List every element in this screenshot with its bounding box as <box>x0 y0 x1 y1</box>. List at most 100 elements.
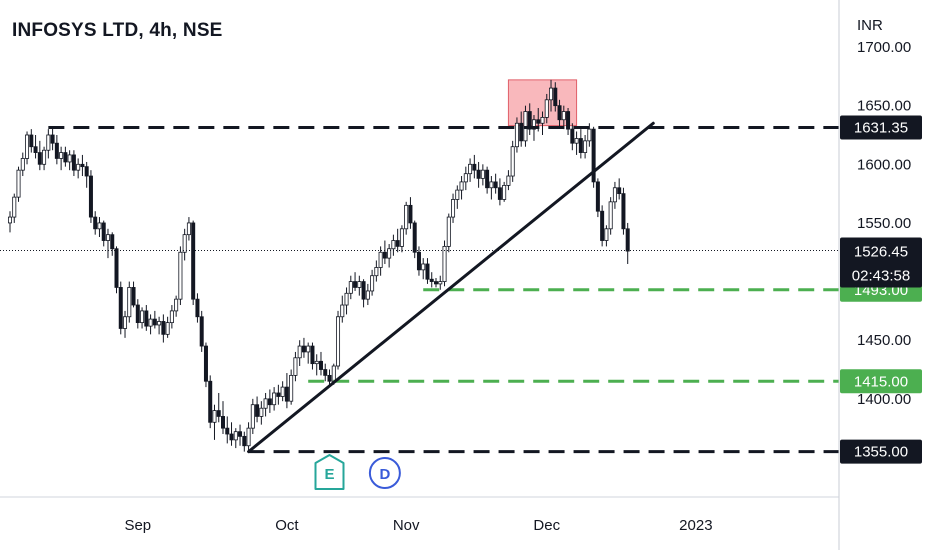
candle <box>161 314 166 343</box>
candle <box>455 185 460 209</box>
candle <box>612 181 617 209</box>
candle <box>250 398 255 435</box>
candle <box>242 431 247 452</box>
candle <box>600 205 605 247</box>
candle <box>314 354 319 376</box>
candle <box>29 129 34 153</box>
candle <box>553 82 558 112</box>
candle <box>216 392 221 423</box>
candle <box>233 428 238 449</box>
candle <box>570 123 575 151</box>
chart-title: INFOSYS LTD, 4h, NSE <box>12 20 223 41</box>
candle <box>169 305 174 329</box>
candle <box>7 211 12 233</box>
candle <box>297 340 302 367</box>
earnings-event-icon[interactable]: E <box>314 454 345 490</box>
level-price-tag <box>840 439 922 464</box>
candle <box>127 281 132 323</box>
candle <box>46 129 51 159</box>
price-tick-label: 1700.00 <box>857 39 911 56</box>
candle <box>182 228 187 261</box>
candle <box>110 232 115 256</box>
candle <box>485 166 490 194</box>
candle <box>301 337 306 358</box>
candle <box>199 310 204 352</box>
candle <box>459 176 464 200</box>
candle <box>152 310 157 329</box>
price-tick-label: 1600.00 <box>857 156 911 173</box>
candle <box>336 310 341 370</box>
candle <box>608 197 613 235</box>
trendline <box>247 121 655 454</box>
candle <box>595 178 600 218</box>
candle <box>306 342 311 364</box>
candle <box>174 295 179 317</box>
candle <box>318 351 323 376</box>
candle <box>114 246 119 294</box>
candles <box>7 79 630 452</box>
candle <box>519 111 524 147</box>
candle <box>617 178 622 200</box>
candle <box>144 305 149 331</box>
level-price-tag-text: 1631.35 <box>854 120 908 137</box>
candle <box>208 375 213 429</box>
candle <box>37 140 42 171</box>
time-tick-label: Oct <box>275 517 299 534</box>
candle <box>621 187 626 235</box>
candle <box>514 117 519 153</box>
candle <box>229 422 234 446</box>
candle <box>246 422 251 451</box>
candle <box>238 424 243 446</box>
candle <box>557 99 562 127</box>
candle <box>489 176 494 200</box>
candle <box>510 140 515 182</box>
price-axis: 1700.00 1650.00 1600.00 1550.00 1450.00 1400.… <box>857 39 911 408</box>
candle <box>105 228 110 259</box>
candle <box>549 79 554 112</box>
candle <box>20 152 25 177</box>
price-tick-label: 1400.00 <box>857 391 911 408</box>
candle <box>178 246 183 306</box>
candle <box>404 201 409 235</box>
candle <box>544 93 549 124</box>
candle <box>118 281 123 335</box>
candle <box>59 146 64 171</box>
candle <box>468 158 473 182</box>
dividend-event-icon[interactable]: D <box>368 457 401 489</box>
candle <box>497 178 502 206</box>
candle <box>344 287 349 315</box>
price-tick-label: 1450.00 <box>857 332 911 349</box>
candle <box>71 150 76 177</box>
candle <box>625 222 630 264</box>
candle <box>16 166 21 202</box>
candle <box>395 228 400 253</box>
candle <box>272 387 277 411</box>
candle <box>191 220 196 306</box>
candle <box>561 105 566 130</box>
candle <box>463 166 468 191</box>
candle <box>12 193 17 223</box>
candle <box>361 279 366 308</box>
candle <box>140 307 145 329</box>
time-tick-label: Dec <box>533 517 560 534</box>
candle <box>97 217 102 238</box>
candle <box>353 272 358 291</box>
candle <box>578 129 583 159</box>
candle <box>574 131 579 155</box>
price-tags: 1631.351493.001415.001355.001526.4502:43… <box>840 115 922 464</box>
candle <box>374 260 379 282</box>
candle <box>583 134 588 159</box>
candle <box>259 401 264 425</box>
candle <box>472 154 477 179</box>
candle <box>263 392 268 417</box>
time-tick-label: 2023 <box>679 517 712 534</box>
candle <box>323 363 328 382</box>
candle <box>135 299 140 329</box>
level-price-tag-text: 1355.00 <box>854 444 908 461</box>
candle <box>63 146 68 167</box>
candle <box>399 225 404 253</box>
candle <box>220 401 225 435</box>
trend-line[interactable] <box>247 121 655 454</box>
countdown-text: 02:43:58 <box>852 268 910 285</box>
